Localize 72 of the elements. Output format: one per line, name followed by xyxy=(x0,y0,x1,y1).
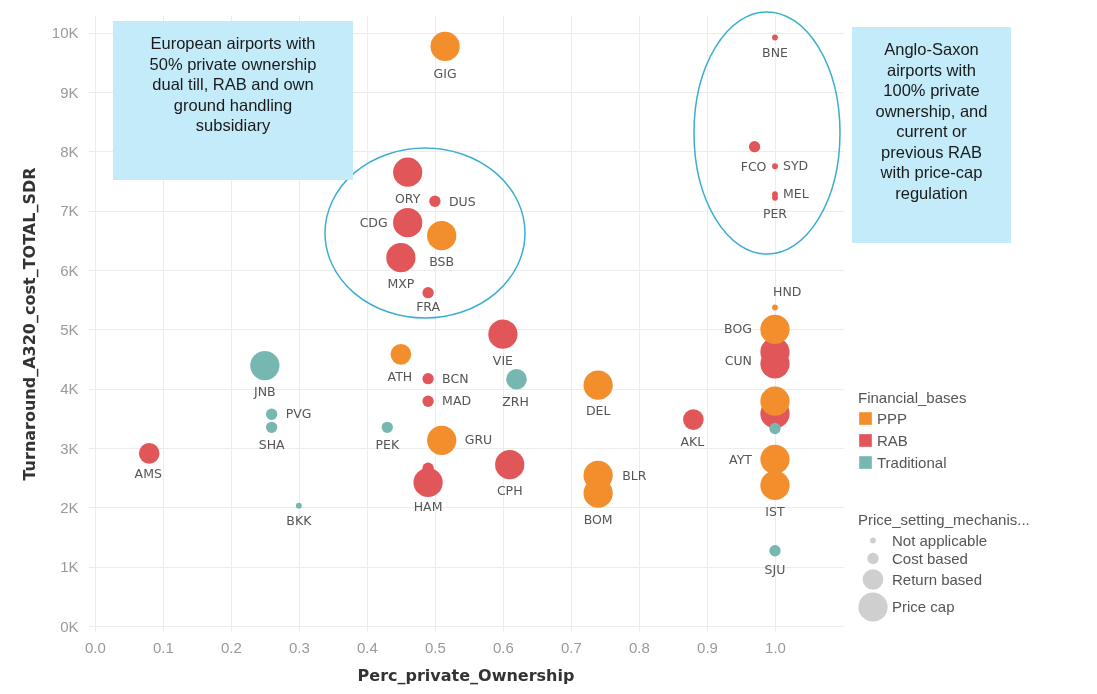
annotation: IST xyxy=(765,504,785,520)
legend-label: Return based xyxy=(892,570,983,588)
annotation: BOM xyxy=(583,512,613,528)
text: Financial_bases xyxy=(858,389,967,406)
annotation: ZRH xyxy=(502,394,529,410)
y-tick-label: 5K xyxy=(60,320,79,338)
annotation: SJU xyxy=(764,561,786,577)
annotation: JNB xyxy=(253,383,276,399)
annotation: PEK xyxy=(375,437,400,453)
annotation: AYT xyxy=(729,452,753,468)
annotation: BOG xyxy=(724,321,752,337)
x-axis-title: Perc_private_Ownership xyxy=(357,665,575,685)
x-tick-label: 0.1 xyxy=(152,638,174,656)
legend-label: PPP xyxy=(877,409,908,427)
annotation: GRU xyxy=(464,432,493,448)
x-tick-label: 0.2 xyxy=(220,638,242,656)
annotation: CPH xyxy=(496,482,523,498)
annotation: ORY xyxy=(395,191,421,207)
annotation: FRA xyxy=(416,298,441,314)
annotation: VIE xyxy=(492,353,514,369)
y-tick-label: 6K xyxy=(60,261,79,279)
callout-box: European airports with 50% private ownership dual till, RAB and own ground handling subsidiary xyxy=(113,21,353,180)
text: Price_setting_mechanis... xyxy=(858,511,1030,528)
annotation: MXP xyxy=(387,275,415,291)
annotation: AMS xyxy=(134,466,162,482)
annotation: GIG xyxy=(433,66,457,82)
x-tick-label: 0.9 xyxy=(697,638,718,656)
annotation: BSB xyxy=(429,253,455,269)
annotation: BCN xyxy=(442,370,469,386)
annotation: MEL xyxy=(782,186,809,202)
annotation: CDG xyxy=(359,214,388,230)
annotation: BKK xyxy=(286,512,313,528)
annotation: PVG xyxy=(285,406,312,422)
annotation: European airports with 50% private ownership dual till, RAB and own ground handling subsidiary xyxy=(148,33,318,136)
y-tick-label: 1K xyxy=(60,558,79,576)
legend-label: Traditional xyxy=(877,453,947,471)
legend-label: Not applicable xyxy=(892,531,988,549)
y-tick-label: 4K xyxy=(60,380,79,398)
y-tick-label: 9K xyxy=(60,83,79,101)
callout-box: Anglo-Saxon airports with 100% private ownership, and current or previous RAB with price-cap regulation xyxy=(852,27,1011,243)
legend-label: RAB xyxy=(877,431,908,449)
annotation: DEL xyxy=(585,403,611,419)
annotation: PER xyxy=(762,205,788,221)
x-tick-label: 0.8 xyxy=(629,638,650,656)
y-tick-label: 7K xyxy=(60,202,79,220)
x-tick-label: 0.4 xyxy=(356,638,378,656)
annotation: MAD xyxy=(442,393,472,409)
annotation: ATH xyxy=(387,369,413,385)
x-tick-label: 0.7 xyxy=(561,638,582,656)
legend-label: Cost based xyxy=(892,549,968,567)
annotation: BLR xyxy=(622,468,647,484)
y-tick-label: 2K xyxy=(60,498,79,516)
y-tick-label: 10K xyxy=(51,24,79,42)
annotation: CUN xyxy=(724,352,752,368)
x-tick-label: 0.3 xyxy=(288,638,310,656)
annotation: AKL xyxy=(680,433,705,449)
annotation: SYD xyxy=(782,158,809,174)
y-tick-label: 0K xyxy=(60,617,79,635)
y-tick-label: 8K xyxy=(60,142,79,160)
y-tick-label: 3K xyxy=(60,439,79,457)
annotation: HAM xyxy=(413,499,443,515)
x-tick-label: 0.6 xyxy=(492,638,514,656)
y-axis-title: Turnaround_A320_cost_TOTAL_SDR xyxy=(19,167,39,481)
legend-label: Price cap xyxy=(892,598,955,615)
annotation: DUS xyxy=(448,194,476,210)
annotation: SHA xyxy=(258,437,286,453)
annotation: HND xyxy=(772,284,802,300)
annotation: FCO xyxy=(740,158,767,174)
x-tick-label: 1.0 xyxy=(765,638,786,656)
annotation: BNE xyxy=(762,44,788,60)
x-tick-label: 0.0 xyxy=(84,638,106,656)
x-tick-label: 0.5 xyxy=(424,638,446,656)
